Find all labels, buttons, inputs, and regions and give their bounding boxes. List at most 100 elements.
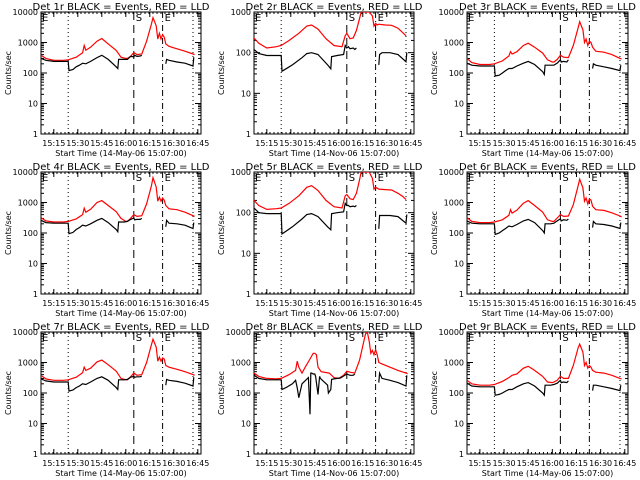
x-tick-label: 16:45 — [186, 459, 209, 468]
x-tick-label: 16:00 — [327, 459, 350, 468]
y-tick-label: 100 — [449, 229, 464, 238]
chart-title: Det 5r BLACK = Events, RED = LLD — [246, 162, 423, 173]
x-tick-label: 15:45 — [303, 139, 326, 148]
x-tick-label: 16:15 — [138, 139, 161, 148]
plot-frame — [253, 331, 415, 455]
y-tick-label: 10000 — [13, 8, 38, 17]
y-tick-label: 1 — [459, 450, 464, 459]
x-tick-label: 15:45 — [90, 139, 113, 148]
plot-frame — [40, 171, 202, 295]
marker-label: S — [136, 13, 142, 24]
marker-label: E — [591, 173, 597, 184]
x-tick-label: 16:45 — [399, 459, 422, 468]
chart-title: Det 9r BLACK = Events, RED = LLD — [459, 322, 636, 333]
y-tick-label: 10 — [241, 89, 251, 98]
series-events-line-segment — [592, 220, 622, 230]
y-tick-label: 100 — [236, 389, 251, 398]
y-tick-label: 10 — [28, 100, 38, 109]
series-events-line — [254, 372, 356, 415]
marker-label: S — [136, 173, 142, 184]
x-tick-label: 16:30 — [162, 299, 185, 308]
series-events-line — [467, 58, 569, 77]
y-tick-label: 10 — [454, 100, 464, 109]
x-tick-label: 16:15 — [565, 299, 588, 308]
x-tick-label: 16:30 — [162, 139, 185, 148]
y-tick-label: 10000 — [439, 168, 464, 177]
marker-label: S — [349, 173, 355, 184]
x-tick-label: 16:00 — [541, 299, 564, 308]
x-tick-label: 16:00 — [114, 459, 137, 468]
x-tick-label: 16:15 — [138, 299, 161, 308]
y-tick-label: 1 — [33, 130, 38, 139]
x-tick-label: 15:30 — [492, 139, 515, 148]
chart-title: Det 8r BLACK = Events, RED = LLD — [246, 322, 423, 333]
y-tick-label: 10000 — [439, 328, 464, 337]
series-lld-line — [467, 177, 622, 224]
x-tick-label: 15:15 — [468, 459, 491, 468]
marker-label: E — [378, 13, 384, 24]
chart-title: Det 6r BLACK = Events, RED = LLD — [459, 162, 636, 173]
x-tick-label: 15:15 — [255, 299, 278, 308]
x-tick-label: 16:00 — [541, 139, 564, 148]
top-marker-label: E — [255, 13, 261, 24]
chart-title: Det 7r BLACK = Events, RED = LLD — [33, 322, 210, 333]
series-events-line-segment — [378, 370, 408, 387]
y-tick-label: 100 — [236, 49, 251, 58]
chart-title: Det 2r BLACK = Events, RED = LLD — [246, 2, 423, 13]
series-events-line-segment — [165, 218, 195, 230]
top-marker-label: E — [468, 333, 474, 344]
x-tick-label: 15:15 — [468, 139, 491, 148]
marker-label: E — [378, 333, 384, 344]
series-events-line-segment — [165, 377, 195, 387]
x-tick-label: 15:30 — [492, 459, 515, 468]
y-tick-label: 10 — [241, 249, 251, 258]
x-tick-label: 16:45 — [613, 139, 636, 148]
x-tick-label: 15:45 — [517, 299, 540, 308]
y-tick-label: 100 — [236, 209, 251, 218]
x-tick-label: 16:30 — [375, 139, 398, 148]
y-axis-label: Counts/sec — [4, 51, 13, 95]
series-events-line-segment — [592, 384, 622, 392]
series-lld-line — [254, 172, 407, 211]
x-tick-label: 16:30 — [589, 139, 612, 148]
marker-label: E — [591, 333, 597, 344]
x-axis-label: Start Time (14-May-06 15:07:00) — [482, 469, 613, 478]
x-tick-label: 16:30 — [375, 299, 398, 308]
top-marker-label: E — [255, 333, 261, 344]
x-tick-label: 15:15 — [255, 459, 278, 468]
y-tick-label: 10 — [454, 420, 464, 429]
plot-frame — [466, 331, 629, 455]
x-tick-label: 16:00 — [541, 459, 564, 468]
series-lld-line — [467, 342, 622, 386]
chart-panel-7: Det 7r BLACK = Events, RED = LLD 1 10 100 10… — [4, 322, 210, 478]
x-tick-label: 15:45 — [90, 299, 113, 308]
y-tick-label: 10 — [28, 420, 38, 429]
y-tick-label: 10 — [28, 260, 38, 269]
chart-panel-9: Det 9r BLACK = Events, RED = LLD 1 10 100 10… — [430, 322, 636, 478]
x-tick-label: 15:45 — [90, 459, 113, 468]
y-tick-label: 100 — [23, 229, 38, 238]
x-axis-label: Start Time (14-May-06 15:07:00) — [482, 149, 613, 158]
y-tick-label: 1000 — [231, 8, 251, 17]
top-marker-label: E — [468, 173, 474, 184]
marker-label: S — [349, 13, 355, 24]
x-tick-label: 16:15 — [138, 459, 161, 468]
x-tick-label: 16:00 — [327, 299, 350, 308]
x-axis-label: Start Time (14-Nov-06 15:07:00) — [269, 469, 399, 478]
y-axis-label: Counts/sec — [430, 211, 439, 255]
plot-frame — [466, 11, 629, 135]
chart-panel-4: Det 4r BLACK = Events, RED = LLD 1 10 100 10… — [4, 162, 210, 318]
x-tick-label: 15:30 — [279, 299, 302, 308]
y-axis-label: Counts/sec — [217, 211, 226, 255]
top-marker-label: E — [42, 333, 48, 344]
y-tick-label: 10 — [454, 260, 464, 269]
x-tick-label: 15:15 — [468, 299, 491, 308]
series-events-line — [467, 379, 569, 397]
x-tick-label: 16:00 — [114, 299, 137, 308]
x-tick-label: 15:30 — [66, 139, 89, 148]
series-events-line — [41, 375, 143, 392]
x-tick-label: 16:45 — [613, 299, 636, 308]
y-tick-label: 10000 — [226, 328, 251, 337]
chart-panel-3: Det 3r BLACK = Events, RED = LLD 1 10 100 10… — [430, 2, 636, 158]
chart-panel-2: Det 2r BLACK = Events, RED = LLD 1 10 100 10… — [217, 2, 423, 158]
